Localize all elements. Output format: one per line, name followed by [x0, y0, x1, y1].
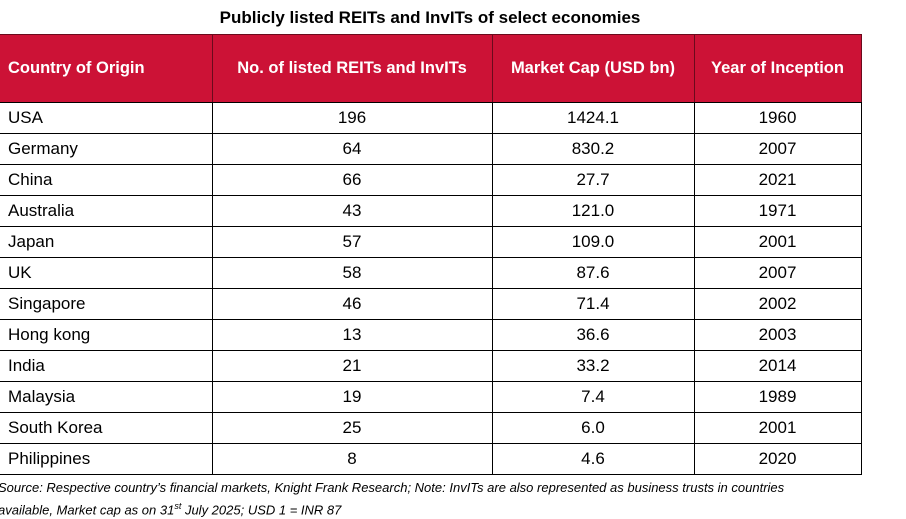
cell-listed-count: 64 [211, 133, 493, 165]
source-note-line-2-rest: July 2025; USD 1 = INR 87 [181, 502, 342, 518]
table-row: China 66 27.7 2021 [0, 164, 862, 196]
source-note-line-1: Source: Respective country’s financial m… [0, 480, 785, 495]
cell-market-cap: 87.6 [491, 257, 695, 289]
table-row: South Korea 25 6.0 2001 [0, 412, 862, 444]
cell-country: Japan [0, 226, 213, 258]
cell-listed-count: 13 [211, 319, 493, 351]
table-row: India 21 33.2 2014 [0, 350, 862, 382]
ordinal-suffix: st [174, 501, 182, 511]
table-row: Hong kong 13 36.6 2003 [0, 319, 862, 351]
cell-market-cap: 27.7 [491, 164, 695, 196]
column-header-year-of-inception: Year of Inception [693, 34, 862, 103]
cell-market-cap: 830.2 [491, 133, 695, 165]
cell-year-of-inception: 2002 [693, 288, 862, 320]
cell-country: Australia [0, 195, 213, 227]
cell-country: Germany [0, 133, 213, 165]
cell-market-cap: 7.4 [491, 381, 695, 413]
cell-market-cap: 6.0 [491, 412, 695, 444]
cell-year-of-inception: 2007 [693, 257, 862, 289]
table-body: USA 196 1424.1 1960 Germany 64 830.2 2007 China 6… [0, 102, 862, 475]
cell-year-of-inception: 2007 [693, 133, 862, 165]
cell-market-cap: 4.6 [491, 443, 695, 475]
cell-year-of-inception: 2021 [693, 164, 862, 196]
table-row: Singapore 46 71.4 2002 [0, 288, 862, 320]
cell-year-of-inception: 1960 [693, 102, 862, 134]
cell-market-cap: 121.0 [491, 195, 695, 227]
cell-market-cap: 71.4 [491, 288, 695, 320]
cell-listed-count: 21 [211, 350, 493, 382]
column-header-country: Country of Origin [0, 34, 213, 103]
cell-country: UK [0, 257, 213, 289]
cell-country: South Korea [0, 412, 213, 444]
cell-country: China [0, 164, 213, 196]
cell-country: Malaysia [0, 381, 213, 413]
cell-country: Philippines [0, 443, 213, 475]
cell-year-of-inception: 2020 [693, 443, 862, 475]
cell-listed-count: 8 [211, 443, 493, 475]
cell-year-of-inception: 1971 [693, 195, 862, 227]
cell-year-of-inception: 1989 [693, 381, 862, 413]
table-title: Publicly listed REITs and InvITs of sele… [219, 8, 641, 27]
cell-listed-count: 196 [211, 102, 493, 134]
cell-listed-count: 43 [211, 195, 493, 227]
table-header-row: Country of Origin No. of listed REITs an… [0, 34, 862, 103]
cell-year-of-inception: 2001 [693, 412, 862, 444]
cell-country: Hong kong [0, 319, 213, 351]
cell-market-cap: 33.2 [491, 350, 695, 382]
table-row: Japan 57 109.0 2001 [0, 226, 862, 258]
source-note: Source: Respective country’s financial m… [0, 478, 906, 519]
table-row: UK 58 87.6 2007 [0, 257, 862, 289]
table-row: USA 196 1424.1 1960 [0, 102, 862, 134]
table-row: Philippines 8 4.6 2020 [0, 443, 862, 475]
cell-year-of-inception: 2001 [693, 226, 862, 258]
cell-market-cap: 36.6 [491, 319, 695, 351]
cell-listed-count: 46 [211, 288, 493, 320]
source-note-line-2: available, Market cap as on 31st July 20… [0, 497, 906, 519]
table-row: Malaysia 19 7.4 1989 [0, 381, 862, 413]
cell-listed-count: 58 [211, 257, 493, 289]
table-row: Germany 64 830.2 2007 [0, 133, 862, 165]
cell-year-of-inception: 2003 [693, 319, 862, 351]
column-header-listed-count: No. of listed REITs and InvITs [211, 34, 493, 103]
cell-country: USA [0, 102, 213, 134]
cell-listed-count: 19 [211, 381, 493, 413]
cell-country: Singapore [0, 288, 213, 320]
cell-market-cap: 1424.1 [491, 102, 695, 134]
cell-market-cap: 109.0 [491, 226, 695, 258]
reits-table: Country of Origin No. of listed REITs an… [0, 34, 862, 475]
cell-listed-count: 66 [211, 164, 493, 196]
cell-listed-count: 57 [211, 226, 493, 258]
cell-year-of-inception: 2014 [693, 350, 862, 382]
cell-country: India [0, 350, 213, 382]
cell-listed-count: 25 [211, 412, 493, 444]
column-header-market-cap: Market Cap (USD bn) [491, 34, 695, 103]
source-note-line-2-text: available, Market cap as on 31 [0, 502, 175, 518]
table-row: Australia 43 121.0 1971 [0, 195, 862, 227]
